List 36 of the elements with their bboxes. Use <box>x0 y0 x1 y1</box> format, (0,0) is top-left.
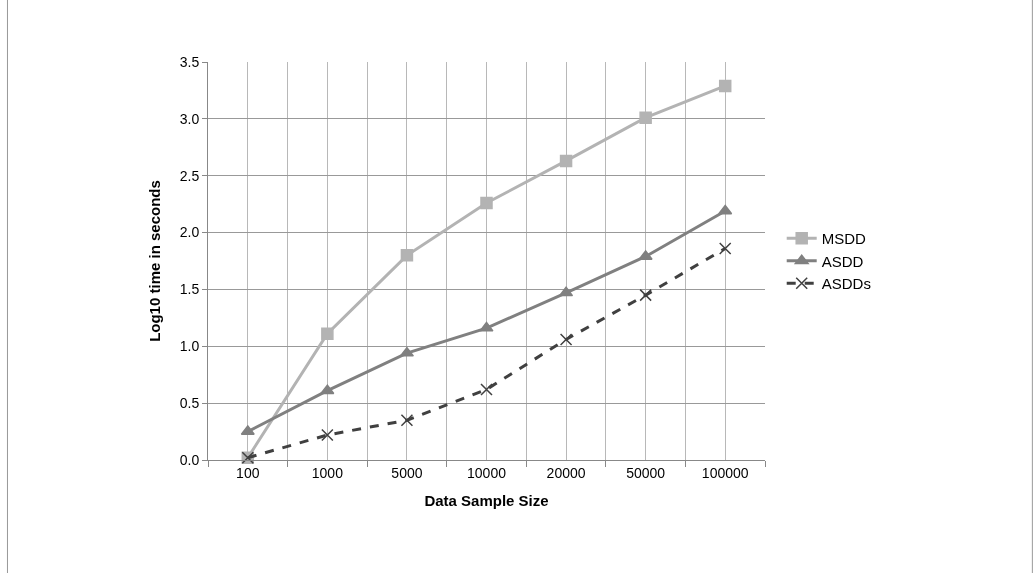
point <box>400 413 414 427</box>
point <box>480 383 493 396</box>
point <box>321 428 334 442</box>
x-tick-label: 20000 <box>546 464 586 481</box>
x-tick-label: 100000 <box>701 464 749 481</box>
y-tick-label: 3.5 <box>179 53 200 70</box>
point <box>718 242 732 255</box>
y-tick-label: 0.5 <box>179 395 200 412</box>
point <box>718 79 732 93</box>
y-tick-label: 2.5 <box>179 167 200 184</box>
point <box>321 327 334 341</box>
x-tick-label: 50000 <box>626 464 666 481</box>
y-tick-label: 1.5 <box>179 281 200 298</box>
point <box>639 111 652 124</box>
point <box>559 154 573 168</box>
x-tick-label: 1000 <box>311 464 344 481</box>
point <box>320 384 335 395</box>
point <box>639 288 652 302</box>
point <box>400 249 414 262</box>
x-axis-title: Data Sample Size <box>424 491 549 509</box>
y-tick-label: 1.0 <box>179 338 200 355</box>
legend-label: ASDDs <box>821 275 871 293</box>
point <box>480 196 493 210</box>
point <box>479 321 494 332</box>
x-tick-label: 5000 <box>391 464 423 481</box>
y-tick-label: 2.0 <box>179 224 200 241</box>
point <box>559 333 573 346</box>
y-tick-label: 3.0 <box>179 110 200 127</box>
x-tick-label: 100 <box>236 464 260 481</box>
point <box>718 204 733 215</box>
y-axis-title: Log10 time in seconds <box>145 180 163 342</box>
legend-label: ASDD <box>821 252 864 270</box>
legend-label: MSDD <box>821 230 867 248</box>
y-tick-label: 0.0 <box>179 451 200 468</box>
point <box>240 425 255 436</box>
x-tick-label: 10000 <box>467 464 507 481</box>
